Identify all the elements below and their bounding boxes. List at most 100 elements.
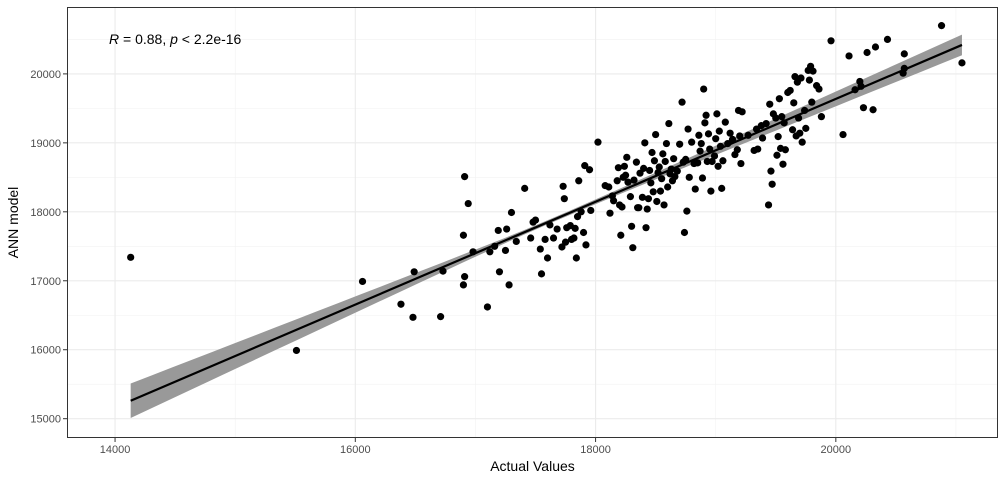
data-point bbox=[797, 74, 805, 82]
data-point bbox=[728, 135, 737, 143]
data-point bbox=[461, 273, 469, 281]
data-point bbox=[606, 209, 614, 217]
data-point bbox=[700, 85, 708, 93]
data-point bbox=[641, 139, 649, 147]
data-point bbox=[697, 139, 705, 148]
data-point bbox=[437, 313, 445, 321]
data-point bbox=[883, 35, 892, 44]
data-point bbox=[571, 224, 579, 232]
data-point bbox=[869, 106, 877, 114]
data-point bbox=[486, 248, 494, 256]
data-point bbox=[707, 187, 715, 195]
data-point bbox=[766, 100, 774, 108]
data-point bbox=[655, 163, 663, 171]
data-point bbox=[691, 185, 699, 193]
data-point bbox=[738, 108, 746, 116]
x-axis-title: Actual Values bbox=[490, 458, 575, 474]
data-point bbox=[397, 300, 405, 308]
data-point bbox=[683, 207, 691, 215]
data-point bbox=[754, 145, 762, 153]
data-point bbox=[702, 111, 710, 119]
y-tick-label: 16000 bbox=[30, 345, 61, 357]
data-point bbox=[560, 195, 568, 203]
data-point bbox=[678, 98, 686, 106]
data-point bbox=[581, 162, 589, 170]
data-point bbox=[623, 153, 631, 161]
y-tick-label: 15000 bbox=[30, 414, 61, 426]
data-point bbox=[512, 237, 520, 246]
data-point bbox=[659, 150, 667, 158]
data-point bbox=[459, 231, 468, 239]
data-point bbox=[587, 206, 595, 215]
data-point bbox=[644, 195, 653, 203]
data-point bbox=[632, 158, 641, 166]
r-symbol: R bbox=[109, 31, 119, 47]
data-point bbox=[469, 248, 477, 256]
data-point bbox=[737, 159, 745, 168]
data-point bbox=[358, 277, 367, 286]
data-point bbox=[796, 129, 804, 137]
data-point bbox=[617, 231, 625, 239]
data-point bbox=[662, 139, 671, 148]
data-point bbox=[507, 208, 516, 217]
data-point bbox=[671, 173, 679, 181]
data-point bbox=[815, 85, 823, 93]
data-point bbox=[667, 165, 675, 173]
x-tick-label: 18000 bbox=[580, 444, 611, 456]
y-tick-label: 19000 bbox=[30, 138, 61, 150]
x-tick-label: 20000 bbox=[821, 444, 852, 456]
data-point bbox=[292, 346, 301, 355]
data-point bbox=[572, 254, 580, 262]
data-point bbox=[629, 244, 637, 252]
data-point bbox=[521, 184, 529, 192]
data-point bbox=[585, 166, 594, 174]
data-point bbox=[594, 138, 602, 146]
data-point bbox=[791, 73, 799, 81]
data-point bbox=[643, 205, 651, 213]
panel-border bbox=[67, 7, 998, 438]
data-point bbox=[527, 234, 535, 242]
data-point bbox=[958, 59, 966, 67]
data-point bbox=[664, 183, 672, 191]
data-point bbox=[786, 86, 794, 95]
data-point bbox=[710, 152, 719, 160]
data-point bbox=[654, 168, 662, 177]
data-point bbox=[794, 114, 803, 122]
data-point bbox=[670, 155, 678, 163]
data-point bbox=[652, 130, 660, 139]
data-points bbox=[127, 22, 966, 355]
data-point bbox=[647, 179, 655, 187]
data-point bbox=[536, 245, 544, 253]
data-point bbox=[863, 48, 871, 57]
data-point bbox=[774, 133, 782, 141]
data-point bbox=[805, 76, 814, 84]
y-axis: 15000 16000 17000 18000 19000 20000 bbox=[30, 69, 67, 426]
data-point bbox=[650, 157, 659, 165]
data-point bbox=[665, 119, 673, 128]
data-point bbox=[721, 118, 729, 126]
data-point bbox=[575, 177, 583, 185]
data-point bbox=[505, 281, 513, 289]
plot-panel: R = 0.88, p < 2.2e-16 bbox=[67, 7, 998, 438]
data-point bbox=[461, 173, 469, 181]
data-point bbox=[648, 148, 656, 157]
data-point bbox=[618, 203, 626, 211]
y-tick-label: 18000 bbox=[30, 207, 61, 219]
data-point bbox=[503, 225, 511, 233]
data-point bbox=[495, 268, 504, 276]
x-tick-label: 14000 bbox=[100, 444, 131, 456]
data-point bbox=[701, 119, 709, 127]
data-point bbox=[630, 176, 638, 184]
data-point bbox=[546, 221, 554, 229]
data-point bbox=[758, 134, 767, 142]
data-point bbox=[439, 267, 447, 275]
data-point bbox=[410, 268, 418, 276]
data-point bbox=[817, 113, 826, 121]
data-point bbox=[764, 201, 773, 209]
data-point bbox=[779, 160, 787, 168]
data-point bbox=[561, 238, 570, 246]
data-point bbox=[773, 151, 781, 159]
x-axis: 14000 16000 18000 20000 bbox=[100, 438, 851, 456]
data-point bbox=[553, 225, 561, 233]
